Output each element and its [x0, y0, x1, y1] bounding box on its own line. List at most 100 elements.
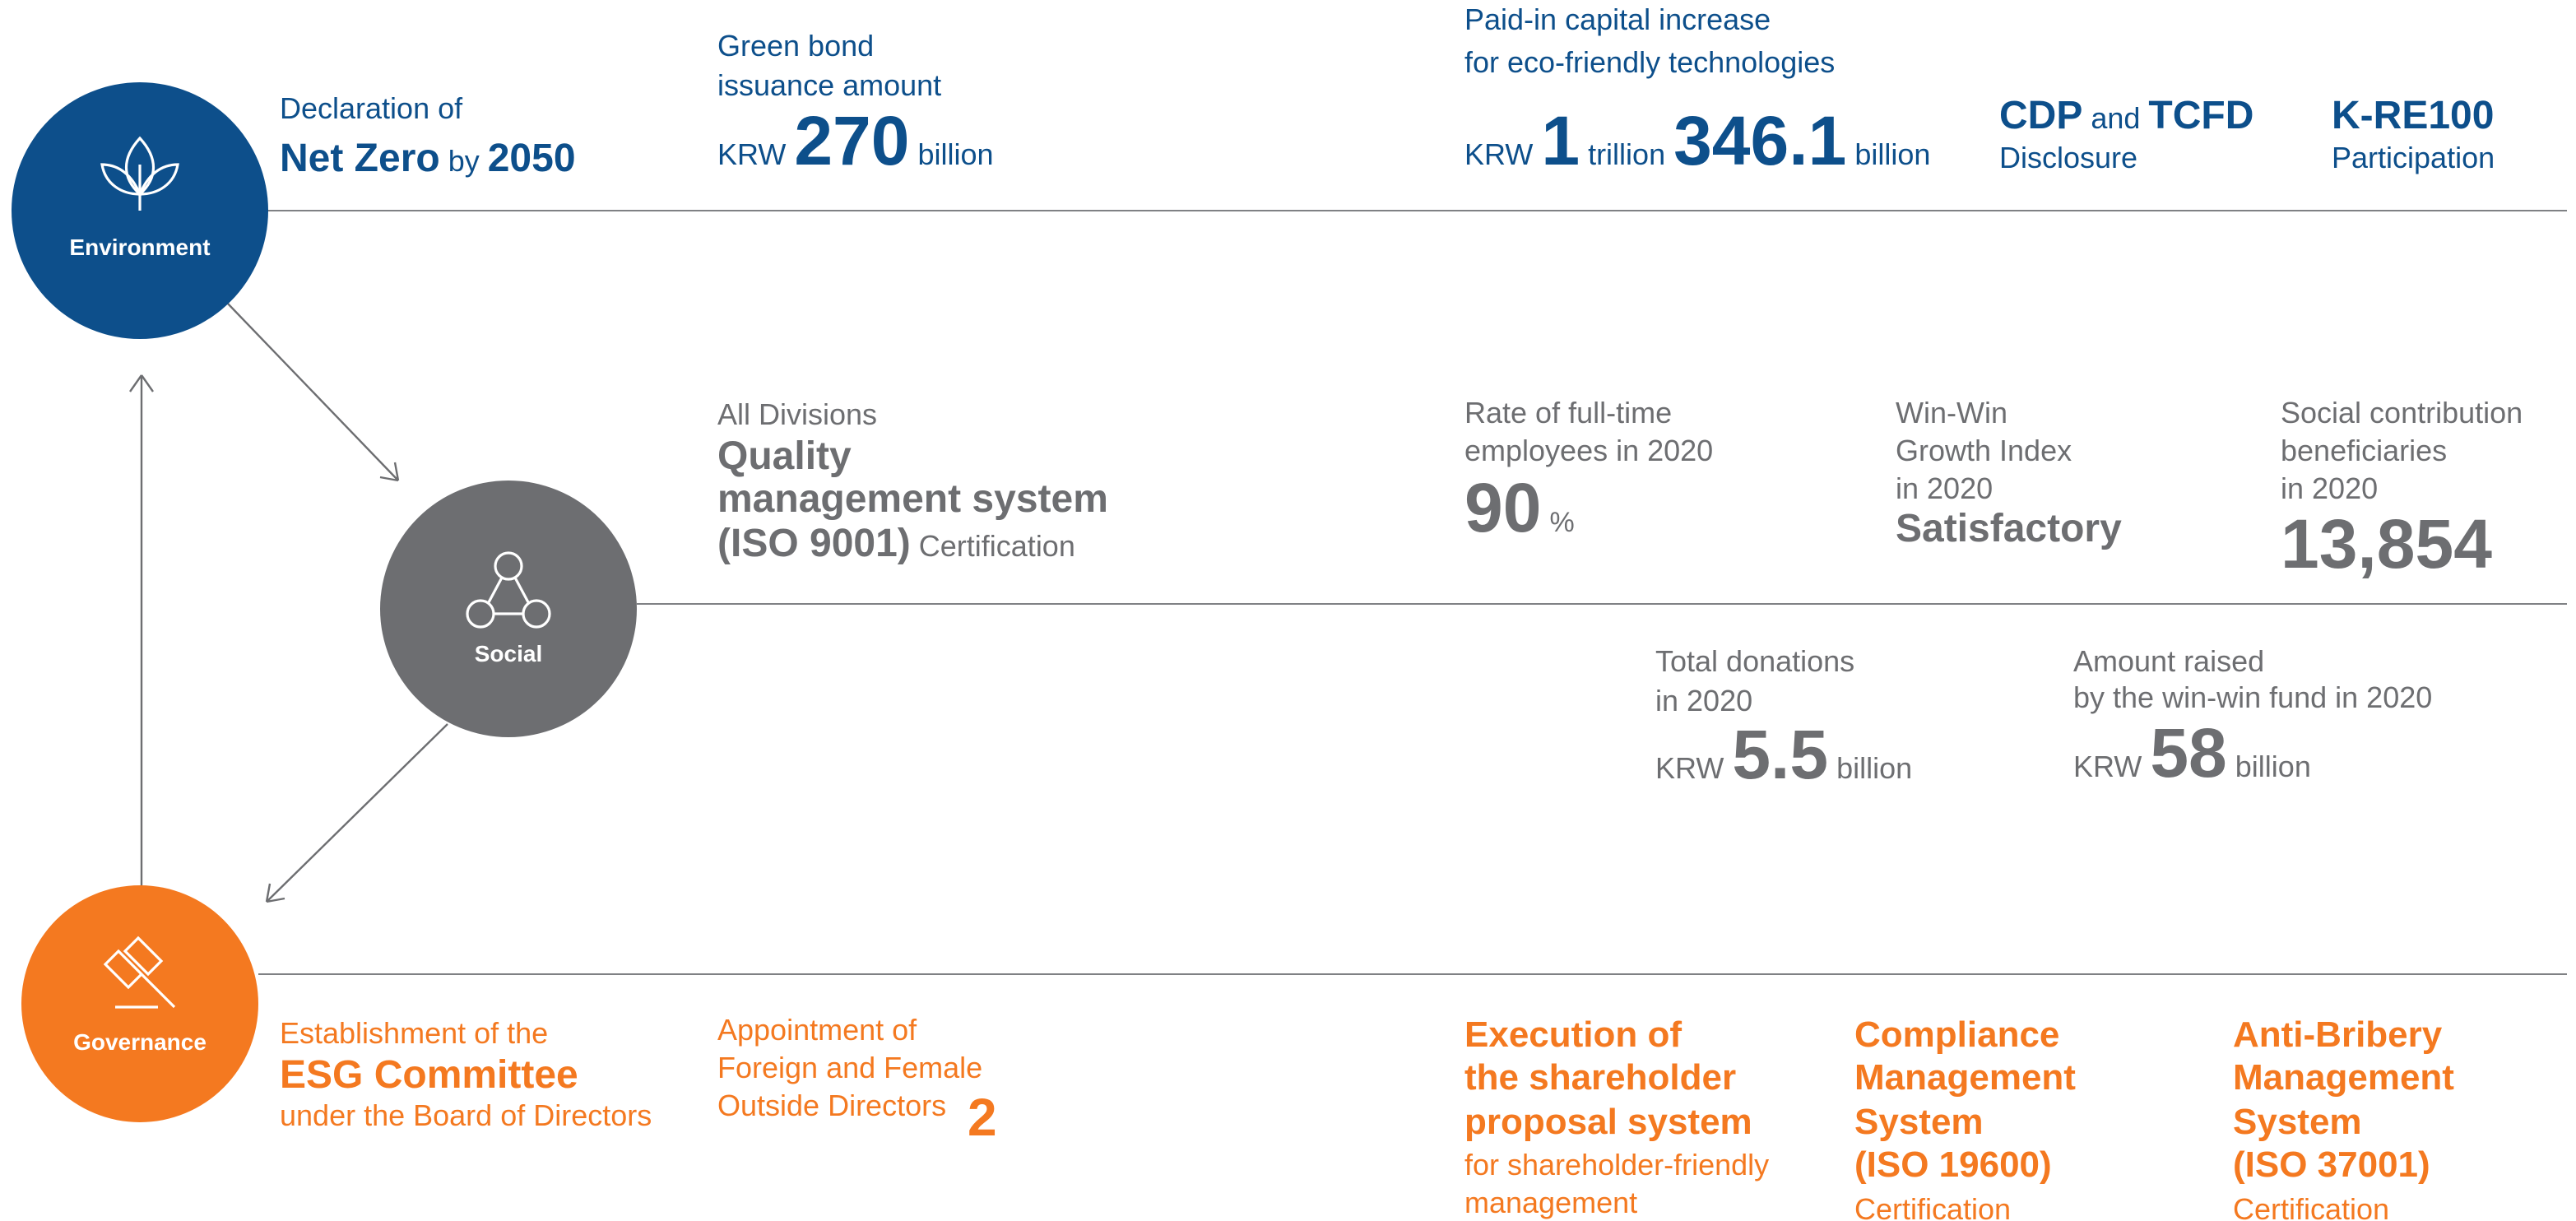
item-text: Paid-in capital increase — [1464, 2, 1771, 36]
text-run: Anti-Bribery — [2233, 1014, 2443, 1055]
text-run: 90 — [1464, 469, 1541, 546]
item-text: under the Board of Directors — [280, 1098, 652, 1132]
pillar-label: Environment — [69, 234, 210, 260]
item-text: KRW 5.5 billion — [1655, 716, 1912, 793]
text-run: management system — [717, 477, 1108, 521]
item-text: issuance amount — [717, 68, 941, 102]
item-text: 13,854 — [2281, 505, 2492, 583]
pillar-label: Social — [475, 641, 542, 666]
item-text: management system — [717, 477, 1108, 521]
item-text: in 2020 — [1655, 684, 1752, 717]
item-text: Net Zero by 2050 — [280, 137, 576, 180]
item-text: Satisfactory — [1896, 507, 2122, 550]
text-run: Growth Index — [1896, 434, 2072, 467]
item-text: CDP and TCFD — [1999, 94, 2253, 137]
item-text: All Divisions — [717, 397, 877, 431]
text-run: Quality — [717, 434, 852, 478]
item-text: 90% — [1464, 469, 1575, 546]
network-icon — [466, 551, 551, 629]
item-text: KRW 58 billion — [2073, 714, 2311, 792]
text-run: Social contribution — [2281, 396, 2523, 429]
text-run: and — [2091, 101, 2140, 135]
item-text: Compliance — [1854, 1014, 2059, 1055]
text-run: 2050 — [488, 137, 576, 180]
text-run: management — [1464, 1186, 1637, 1219]
text-run: Win-Win — [1896, 396, 2007, 429]
item-text: management — [1464, 1186, 1637, 1219]
item-text: Certification — [1854, 1192, 2011, 1221]
text-run: Declaration of — [280, 91, 463, 125]
text-run: Foreign and Female — [717, 1051, 982, 1084]
item-text: Participation — [2332, 141, 2495, 174]
text-run: in 2020 — [2281, 471, 2378, 505]
text-run: Management — [1854, 1057, 2076, 1098]
text-run: employees in 2020 — [1464, 434, 1713, 467]
item-text: for eco-friendly technologies — [1464, 45, 1835, 79]
item-text: Win-Win — [1896, 396, 2007, 429]
text-run: by — [448, 144, 480, 178]
item-text: Rate of full-time — [1464, 396, 1672, 429]
text-run: KRW — [2073, 750, 2142, 783]
item-text: for shareholder-friendly — [1464, 1148, 1769, 1182]
text-run: ESG Committee — [280, 1053, 578, 1097]
gavel-icon — [103, 935, 176, 1009]
text-run: billion — [1854, 137, 1930, 171]
text-run: KRW — [717, 137, 786, 171]
text-run: Rate of full-time — [1464, 396, 1672, 429]
arrow — [129, 302, 448, 903]
item-text: Amount raised — [2073, 644, 2264, 678]
text-run: trillion — [1588, 137, 1665, 171]
text-run: % — [1549, 507, 1574, 538]
item-text: in 2020 — [1896, 471, 1993, 505]
text-run: TCFD — [2148, 94, 2253, 137]
text-run: issuance amount — [717, 68, 941, 102]
text-run: K-RE100 — [2332, 94, 2494, 137]
text-run: 1 — [1541, 102, 1580, 179]
text-run: in 2020 — [1896, 471, 1993, 505]
item-text: (ISO 9001) Certification — [717, 522, 1075, 565]
item-text: Declaration of — [280, 91, 463, 125]
text-run: proposal system — [1464, 1102, 1752, 1142]
text-run: 2 — [968, 1088, 997, 1147]
item-text: Outside Directors — [717, 1089, 946, 1122]
text-run: Participation — [2332, 141, 2495, 174]
text-run: CDP — [1999, 94, 2082, 137]
text-run: in 2020 — [1655, 684, 1752, 717]
item-text: Establishment of the — [280, 1016, 548, 1050]
item-text: Execution of — [1464, 1014, 1682, 1055]
text-run: Amount raised — [2073, 644, 2264, 678]
item-text: Appointment of — [717, 1013, 917, 1047]
item-text: System — [2233, 1102, 2362, 1142]
text-run: (ISO 9001) — [717, 522, 911, 565]
item-text: KRW 270 billion — [717, 102, 994, 179]
item-text: Green bond — [717, 29, 874, 63]
text-run: by the win-win fund in 2020 — [2073, 680, 2432, 714]
text-run: Outside Directors — [717, 1089, 946, 1122]
text-run: the shareholder — [1464, 1057, 1736, 1098]
text-run: Paid-in capital increase — [1464, 2, 1771, 36]
item-text: Disclosure — [1999, 141, 2137, 174]
text-run: billion — [918, 137, 994, 171]
item-text: employees in 2020 — [1464, 434, 1713, 467]
item-text: Anti-Bribery — [2233, 1014, 2443, 1055]
text-run: Total donations — [1655, 644, 1854, 678]
text-run: Green bond — [717, 29, 874, 63]
item-text: proposal system — [1464, 1102, 1752, 1142]
text-run: 58 — [2150, 714, 2226, 792]
item-text: in 2020 — [2281, 471, 2378, 505]
item-text: Management — [1854, 1057, 2076, 1098]
text-run: Management — [2233, 1057, 2454, 1098]
item-text: Social contribution — [2281, 396, 2523, 429]
text-run: Compliance — [1854, 1014, 2059, 1055]
item-text: 2 — [968, 1088, 997, 1147]
item-text: Certification — [2233, 1192, 2389, 1221]
text-run: under the Board of Directors — [280, 1098, 652, 1132]
text-run: Certification — [919, 529, 1075, 563]
text-run: Execution of — [1464, 1014, 1682, 1055]
social-circle — [380, 481, 637, 737]
text-run: 346.1 — [1673, 102, 1846, 179]
text-run: Disclosure — [1999, 141, 2137, 174]
text-run: Net Zero — [280, 137, 440, 180]
